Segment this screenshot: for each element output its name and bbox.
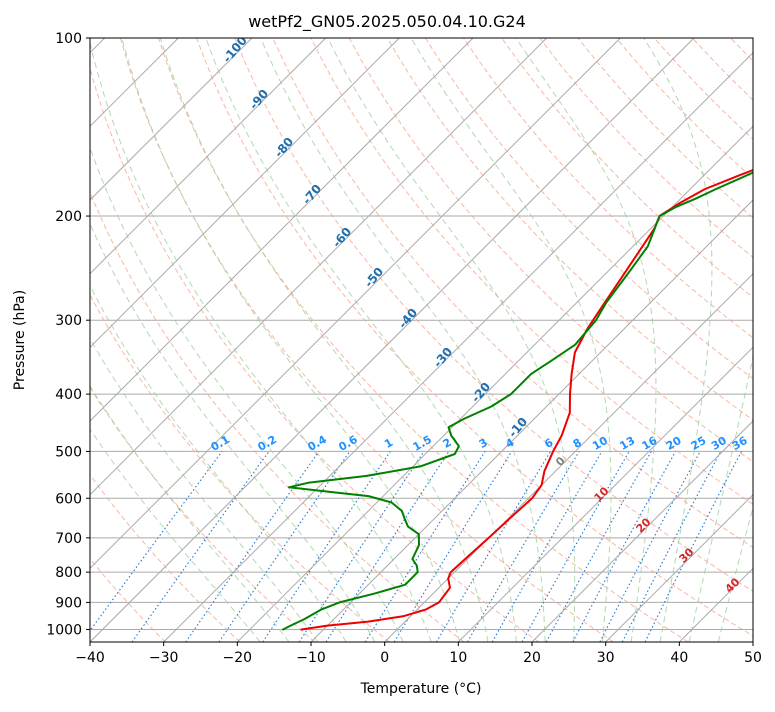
x-tick-label-4: 0 [380, 650, 389, 666]
y-axis-label: Pressure (hPa) [12, 290, 28, 390]
y-tick-label-300: 300 [55, 313, 82, 329]
y-tick-label-700: 700 [55, 531, 82, 547]
x-tick-label-1: −30 [149, 650, 179, 666]
y-tick-label-800: 800 [55, 565, 82, 581]
y-tick-label-1000: 1000 [46, 622, 82, 638]
x-tick-label-7: 30 [597, 650, 615, 666]
x-tick-label-6: 20 [523, 650, 541, 666]
x-tick-label-8: 40 [670, 650, 688, 666]
y-tick-label-600: 600 [55, 491, 82, 507]
y-tick-label-100: 100 [55, 31, 82, 47]
x-tick-label-2: −20 [223, 650, 253, 666]
y-tick-label-500: 500 [55, 444, 82, 460]
x-tick-label-0: −40 [75, 650, 105, 666]
y-tick-label-900: 900 [55, 595, 82, 611]
x-tick-label-3: −10 [296, 650, 326, 666]
y-tick-label-400: 400 [55, 387, 82, 403]
x-tick-label-5: 10 [449, 650, 467, 666]
chart-title: wetPf2_GN05.2025.050.04.10.G24 [248, 12, 526, 32]
x-tick-label-9: 50 [744, 650, 762, 666]
x-axis-label: Temperature (°C) [360, 681, 482, 697]
y-tick-label-200: 200 [55, 209, 82, 225]
